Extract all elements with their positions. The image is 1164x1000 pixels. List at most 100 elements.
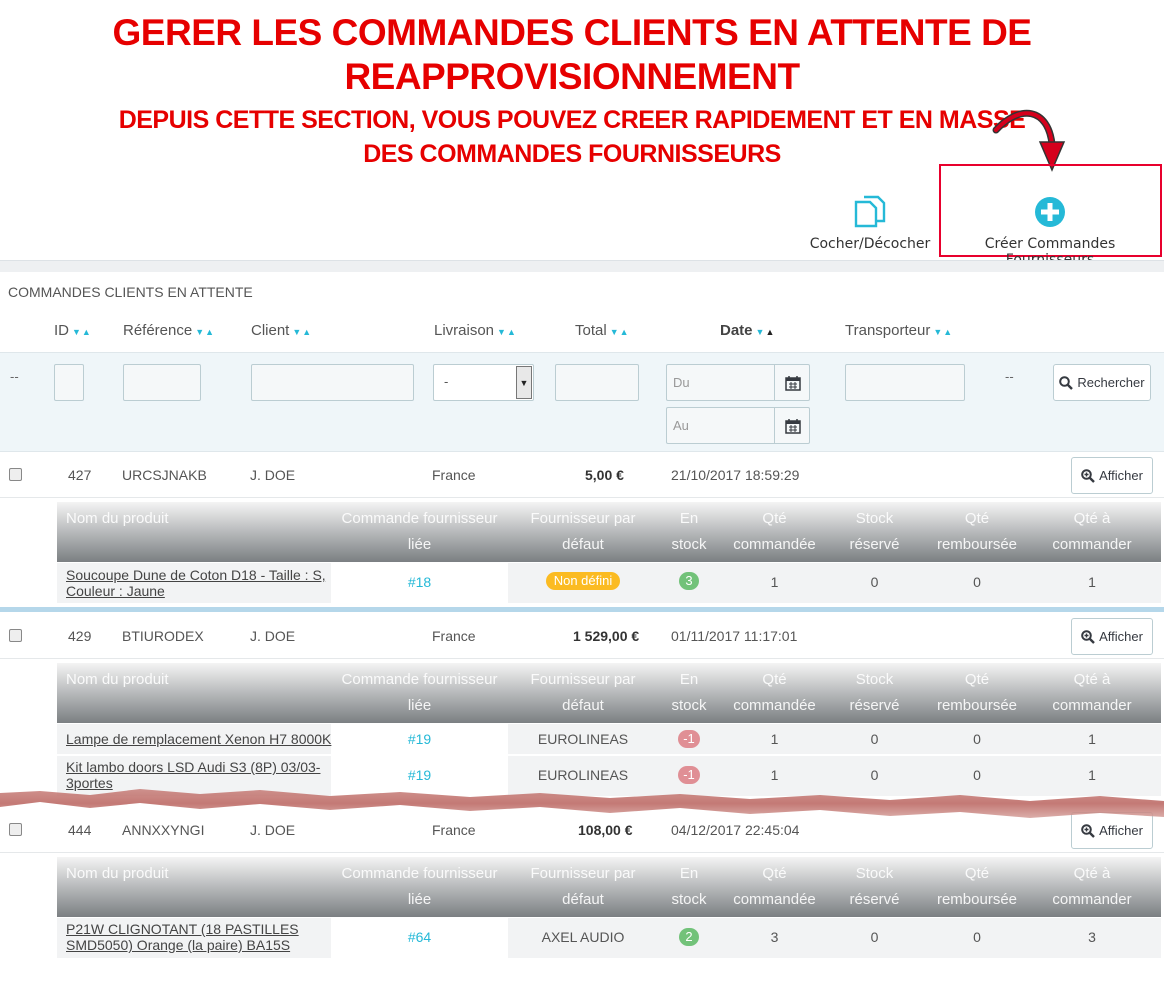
row-divider xyxy=(0,658,1164,659)
column-header-carrier[interactable]: Transporteur ▼▲ xyxy=(845,322,953,339)
subheader-product-name: Nom du produit xyxy=(66,671,169,688)
order-delivery: France xyxy=(432,467,476,483)
filter-delivery-select[interactable]: - ▼ xyxy=(433,364,534,401)
subheader-qty-refunded: Qté remboursée xyxy=(936,671,1018,714)
qty-refunded: 0 xyxy=(973,574,981,590)
order-checkbox[interactable] xyxy=(9,468,22,481)
subheader-qty-refunded: Qté remboursée xyxy=(936,510,1018,553)
column-header-date[interactable]: Date ▼▲ xyxy=(720,322,775,339)
sort-arrows-icon[interactable]: ▼▲ xyxy=(933,327,954,337)
row-divider xyxy=(0,497,1164,498)
product-row: P21W CLIGNOTANT (18 PASTILLES SMD5050) Or… xyxy=(57,918,1161,958)
column-header-client[interactable]: Client ▼▲ xyxy=(251,322,312,339)
order-client: J. DOE xyxy=(250,467,296,483)
panel-title: COMMANDES CLIENTS EN ATTENTE xyxy=(8,284,253,300)
subheader-qty-ordered: Qté commandée xyxy=(733,510,816,553)
highlight-box xyxy=(939,164,1162,257)
stock-badge: -1 xyxy=(678,766,700,784)
banner-title-line1: GERER LES COMMANDES CLIENTS EN ATTENTE D… xyxy=(112,12,1032,53)
filter-carrier-input[interactable] xyxy=(845,364,965,401)
row-bg xyxy=(57,918,331,958)
view-order-button[interactable]: Afficher xyxy=(1071,457,1153,494)
calendar-icon[interactable] xyxy=(774,407,810,444)
filter-row: -- - ▼ Du Au -- Rechercher xyxy=(0,352,1164,452)
row-bg xyxy=(508,724,1161,754)
subheader-stock-reserved: Stock réservé xyxy=(849,865,900,908)
supplier-order-link[interactable]: #18 xyxy=(407,574,432,590)
products-table-header: Nom du produit Commande fournisseur liée… xyxy=(57,857,1161,917)
curved-arrow-icon xyxy=(992,109,1066,172)
qty-to-order: 1 xyxy=(1088,574,1096,590)
copy-icon xyxy=(854,195,886,228)
subheader-in-stock: En stock xyxy=(671,671,707,714)
sort-arrows-icon[interactable]: ▼▲ xyxy=(497,327,517,337)
qty-to-order: 1 xyxy=(1088,767,1096,783)
row-bg xyxy=(57,756,331,796)
subheader-qty-refunded: Qté remboursée xyxy=(936,865,1018,908)
order-row[interactable]: 427 URCSJNAKB J. DOE France 5,00 € 21/10… xyxy=(0,453,1164,497)
order-separator xyxy=(0,607,1164,612)
order-row[interactable]: 444 ANNXXYNGI J. DOE France 108,00 € 04/… xyxy=(0,808,1164,852)
stock-badge: 2 xyxy=(679,928,699,946)
qty-ordered: 1 xyxy=(770,731,779,747)
order-total: 1 529,00 € xyxy=(573,628,640,644)
create-supplier-orders-button[interactable]: Créer Commandes Fournisseurs xyxy=(940,194,1160,268)
order-total: 108,00 € xyxy=(578,822,633,838)
qty-to-order: 3 xyxy=(1088,929,1096,945)
filter-date-from-input[interactable]: Du xyxy=(666,364,810,401)
search-button[interactable]: Rechercher xyxy=(1053,364,1151,401)
order-delivery: France xyxy=(432,822,476,838)
date-to-placeholder: Au xyxy=(673,418,689,433)
column-header-total[interactable]: Total ▼▲ xyxy=(575,322,630,339)
zoom-in-icon xyxy=(1081,468,1095,483)
product-name-link[interactable]: Soucoupe Dune de Coton D18 - Taille : S,… xyxy=(66,567,326,599)
view-order-button[interactable]: Afficher xyxy=(1071,812,1153,849)
row-divider xyxy=(0,852,1164,853)
order-checkbox[interactable] xyxy=(9,823,22,836)
filter-client-input[interactable] xyxy=(251,364,414,401)
order-checkbox[interactable] xyxy=(9,629,22,642)
order-client: J. DOE xyxy=(250,822,296,838)
supplier-order-link[interactable]: #19 xyxy=(407,731,432,747)
zoom-in-icon xyxy=(1081,823,1095,838)
product-name-link[interactable]: P21W CLIGNOTANT (18 PASTILLES SMD5050) Or… xyxy=(66,921,299,953)
chevron-down-icon[interactable]: ▼ xyxy=(516,366,532,399)
sort-arrows-icon[interactable]: ▼▲ xyxy=(609,327,630,337)
product-name-link[interactable]: Kit lambo doors LSD Audi S3 (8P) 03/03- 3… xyxy=(66,759,320,791)
filter-id-input[interactable] xyxy=(54,364,84,401)
order-date: 21/10/2017 18:59:29 xyxy=(671,467,800,483)
product-name-link[interactable]: Lampe de remplacement Xenon H7 8000K xyxy=(66,731,332,747)
filter-reference-input[interactable] xyxy=(123,364,201,401)
banner-subtitle-line1: DEPUIS CETTE SECTION, VOUS POUVEZ CREER … xyxy=(118,106,1026,134)
sort-arrows-icon[interactable]: ▼▲ xyxy=(195,327,216,337)
product-name-line2: SMD5050) Orange (la paire) BA15S xyxy=(66,937,291,953)
subheader-in-stock: En stock xyxy=(671,510,707,553)
stock-badge: 3 xyxy=(679,572,699,590)
order-row[interactable]: 429 BTIURODEX J. DOE France 1 529,00 € 0… xyxy=(0,614,1164,658)
column-header-reference[interactable]: Référence ▼▲ xyxy=(123,322,215,339)
sort-arrows-icon[interactable]: ▼▲ xyxy=(292,327,313,337)
filter-total-input[interactable] xyxy=(555,364,639,401)
supplier-order-link[interactable]: #19 xyxy=(407,767,432,783)
column-label: Client xyxy=(251,322,290,339)
stock-reserved: 0 xyxy=(870,574,879,590)
order-id: 429 xyxy=(68,628,92,644)
column-header-id[interactable]: ID ▼▲ xyxy=(54,322,92,339)
column-header-delivery[interactable]: Livraison ▼▲ xyxy=(434,322,517,339)
filter-dash: -- xyxy=(1005,369,1014,384)
order-reference: BTIURODEX xyxy=(122,628,204,644)
calendar-icon[interactable] xyxy=(774,364,810,401)
supplier-order-link[interactable]: #64 xyxy=(407,929,432,945)
date-from-placeholder: Du xyxy=(673,375,690,390)
filter-date-to-input[interactable]: Au xyxy=(666,407,810,444)
filter-delivery-value: - xyxy=(444,374,449,389)
row-bg xyxy=(57,724,331,754)
order-delivery: France xyxy=(432,628,476,644)
sort-arrows-icon[interactable]: ▼▲ xyxy=(755,327,776,337)
sort-arrows-icon[interactable]: ▼▲ xyxy=(72,327,92,337)
view-order-button[interactable]: Afficher xyxy=(1071,618,1153,655)
default-supplier: AXEL AUDIO xyxy=(541,929,625,945)
view-label: Afficher xyxy=(1099,823,1143,838)
product-name-line2: Couleur : Jaune xyxy=(66,583,165,599)
check-uncheck-button[interactable]: Cocher/Décocher xyxy=(806,194,934,252)
